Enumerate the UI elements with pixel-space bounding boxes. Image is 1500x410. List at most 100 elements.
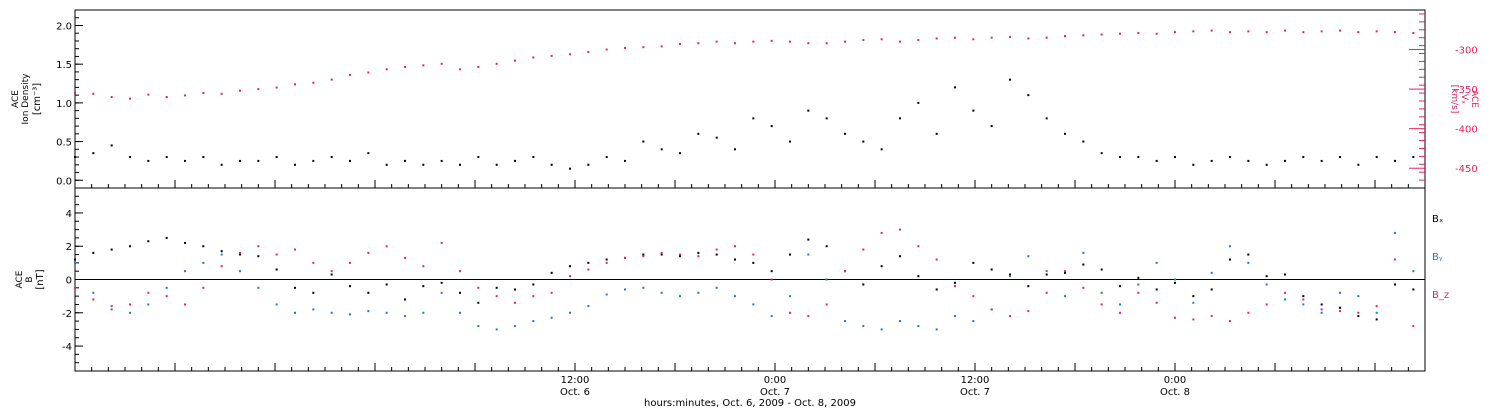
data-point	[440, 241, 443, 244]
data-point	[422, 163, 425, 166]
x-tick-sublabel: Oct. 7	[760, 387, 790, 398]
data-point	[954, 86, 956, 89]
data-point	[807, 253, 810, 256]
data-point	[129, 156, 131, 159]
data-point	[1100, 291, 1103, 294]
data-point	[1100, 303, 1103, 306]
data-point	[1339, 29, 1341, 32]
data-point	[1192, 318, 1195, 321]
top-left-tick-label: 0.5	[56, 138, 72, 149]
data-point	[550, 54, 553, 57]
data-point	[312, 308, 315, 311]
x-tick-label: 0:00	[1164, 375, 1186, 386]
data-point	[1339, 156, 1341, 159]
data-point	[514, 301, 516, 304]
data-point	[422, 311, 425, 314]
data-point	[349, 285, 351, 288]
data-point	[569, 275, 571, 278]
data-point	[1174, 31, 1176, 34]
data-point	[275, 156, 278, 159]
data-point	[1210, 271, 1213, 274]
data-point	[1100, 152, 1103, 155]
data-point	[404, 65, 406, 68]
data-point	[844, 320, 846, 323]
data-point	[624, 288, 626, 291]
data-point	[330, 156, 333, 159]
data-point	[294, 163, 296, 166]
data-point	[92, 152, 95, 155]
data-point	[752, 117, 755, 120]
data-point	[1045, 291, 1048, 294]
data-point	[880, 148, 883, 151]
data-point	[495, 286, 498, 289]
top-left-tick-label: 0.0	[56, 176, 72, 187]
data-point	[624, 256, 626, 259]
data-point	[587, 261, 590, 264]
data-point	[990, 308, 993, 311]
bottom-left-axis-title: ACE B [nT]	[15, 269, 46, 289]
data-point	[807, 109, 810, 112]
data-point	[715, 253, 718, 256]
data-point	[275, 253, 278, 256]
data-point	[1064, 271, 1066, 274]
data-point	[184, 303, 186, 306]
top-left-title-unit: [cm⁻³]	[32, 83, 43, 115]
bottom-left-title-line2: B	[25, 276, 35, 282]
data-point	[660, 253, 663, 256]
data-point	[789, 295, 791, 298]
data-point	[1064, 270, 1066, 273]
data-point	[569, 53, 571, 56]
data-point	[825, 245, 828, 248]
data-point	[624, 159, 626, 162]
data-point	[92, 251, 95, 254]
data-point	[605, 261, 608, 264]
data-point	[330, 273, 333, 276]
data-point	[110, 308, 113, 311]
data-point	[275, 86, 278, 89]
data-point	[734, 295, 736, 298]
data-point	[239, 159, 241, 162]
data-point	[165, 96, 168, 99]
data-point	[404, 298, 406, 301]
data-point	[807, 42, 810, 45]
bottom-left-title-line1: ACE	[15, 270, 25, 288]
data-point	[844, 40, 846, 43]
data-point	[129, 97, 131, 100]
data-point	[770, 278, 773, 281]
data-point	[477, 286, 480, 289]
data-point	[422, 265, 425, 268]
data-point	[74, 156, 76, 159]
data-point	[825, 42, 828, 45]
data-point	[899, 117, 901, 120]
top-left-tick-label: 1.0	[56, 99, 72, 110]
data-point	[862, 325, 865, 328]
data-point	[1375, 156, 1378, 159]
data-point	[1082, 251, 1085, 254]
data-point	[862, 283, 865, 286]
data-point	[74, 286, 76, 289]
data-point	[990, 36, 993, 39]
data-point	[1045, 273, 1048, 276]
data-point	[844, 270, 846, 273]
data-point	[1210, 315, 1213, 318]
data-point	[477, 325, 480, 328]
data-point	[1119, 156, 1121, 159]
data-point	[1320, 303, 1323, 306]
data-point	[679, 253, 681, 256]
data-point	[1210, 159, 1213, 162]
data-point	[1174, 316, 1176, 319]
data-point	[1192, 30, 1195, 33]
data-point	[239, 89, 241, 92]
top-left-tick-label: 1.5	[56, 60, 72, 71]
data-point	[605, 156, 608, 159]
data-point	[312, 81, 315, 84]
data-point	[862, 39, 865, 42]
top-right-tick-label: -450	[1455, 164, 1478, 175]
data-point	[312, 291, 315, 294]
data-point	[642, 286, 645, 289]
data-point	[825, 278, 828, 281]
data-point	[917, 101, 920, 104]
data-point	[257, 255, 260, 258]
data-point	[1247, 253, 1250, 256]
